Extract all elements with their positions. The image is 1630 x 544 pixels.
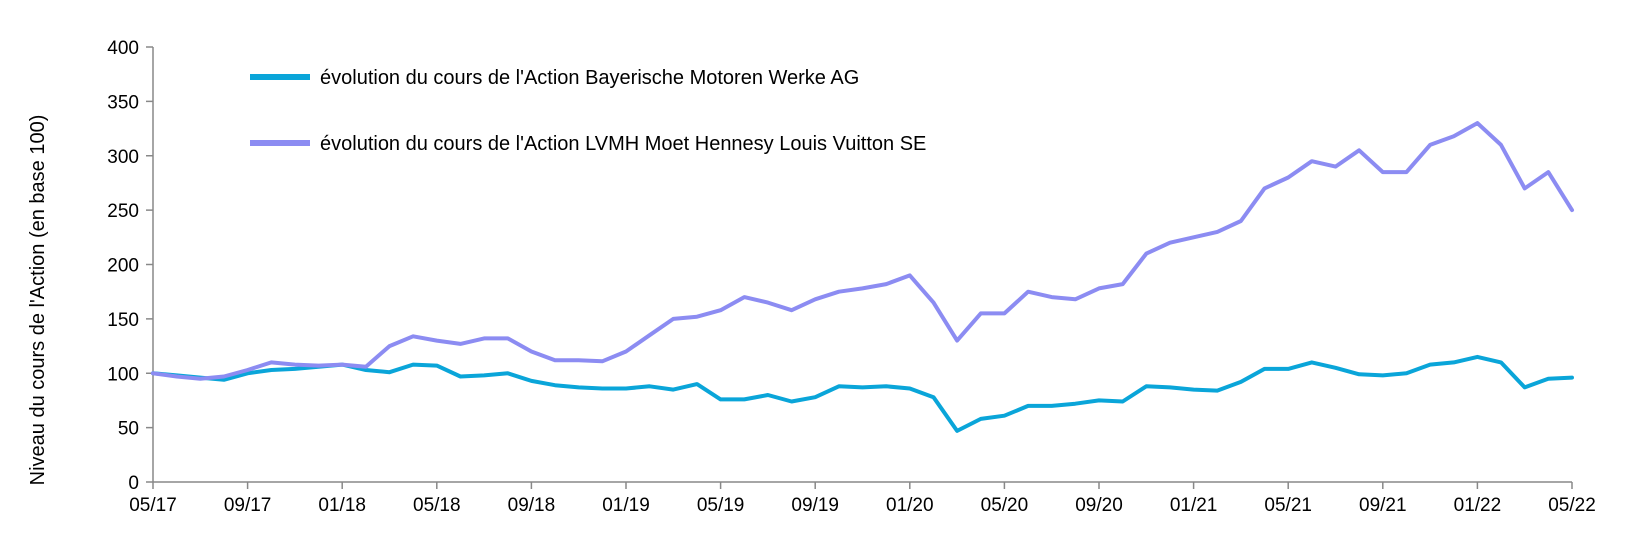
x-tick-label: 05/20 [981,495,1029,516]
y-tick-label: 350 [107,92,139,113]
x-tick-label: 01/18 [318,495,366,516]
y-tick-label: 300 [107,147,139,168]
y-axis: 0 50 100 150 200 250 300 350 400 [107,38,154,494]
y-tick-label: 200 [107,256,139,277]
x-tick-label: 09/18 [508,495,556,516]
y-tick-label: 0 [128,473,139,494]
y-tick-label: 50 [118,419,139,440]
legend-label-2: évolution du cours de l'Action LVMH Moet… [320,133,926,155]
x-tick-label: 01/22 [1454,495,1502,516]
x-tick-label: 01/21 [1170,495,1218,516]
x-tick-label: 05/21 [1264,495,1312,516]
x-tick-label: 01/20 [886,495,934,516]
x-tick-label: 05/17 [129,495,177,516]
series-line-2 [151,121,1574,381]
legend-label-1: évolution du cours de l'Action Bayerisch… [320,67,859,89]
x-tick-label: 05/18 [413,495,461,516]
x-tick-label: 09/17 [224,495,272,516]
y-tick-label: 100 [107,364,139,385]
y-axis-title: Niveau du cours de l'Action (en base 100… [27,115,49,486]
x-tick-label: 09/19 [791,495,839,516]
x-tick-label: 05/22 [1548,495,1596,516]
series-line-1 [151,354,1574,433]
x-axis: 05/17 09/17 01/18 05/18 09/18 01/19 05/19 09/19… [129,481,1596,516]
legend: évolution du cours de l'Action Bayerisch… [250,67,926,155]
x-tick-label: 09/21 [1359,495,1407,516]
y-tick-label: 250 [107,201,139,222]
x-tick-label: 09/20 [1075,495,1123,516]
x-tick-label: 05/19 [697,495,745,516]
y-tick-label: 400 [107,38,139,59]
y-tick-label: 150 [107,310,139,331]
x-tick-label: 01/19 [602,495,650,516]
series-layer [151,121,1574,433]
